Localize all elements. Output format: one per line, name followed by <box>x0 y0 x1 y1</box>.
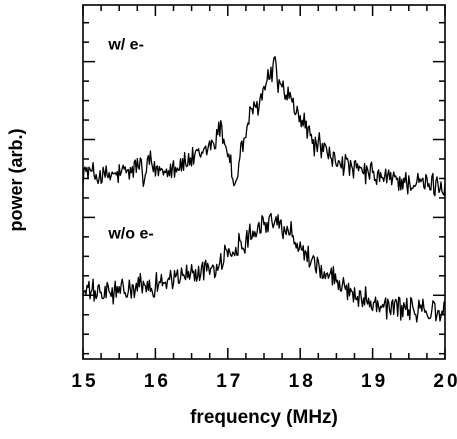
series-line-2 <box>82 212 446 323</box>
series-line-1 <box>82 56 446 197</box>
x-tick-label: 17 <box>216 371 243 392</box>
annotations: w/ e-w/o e- <box>107 36 153 242</box>
annotation-2: w/o e- <box>107 226 153 243</box>
x-tick-label: 15 <box>71 371 98 392</box>
x-tick-label: 18 <box>289 371 316 392</box>
y-axis-label: power (arb.) <box>6 128 26 231</box>
x-axis-label: frequency (MHz) <box>190 407 338 428</box>
series-group <box>82 56 446 323</box>
plot-frame <box>82 4 446 360</box>
axis-ticks <box>82 5 446 359</box>
x-tick-label: 19 <box>361 371 388 392</box>
annotation-1: w/ e- <box>107 36 144 53</box>
x-tick-label: 16 <box>144 371 171 392</box>
x-tick-labels: 15 16 17 18 19 20 <box>71 371 457 392</box>
x-tick-label: 20 <box>433 371 457 392</box>
